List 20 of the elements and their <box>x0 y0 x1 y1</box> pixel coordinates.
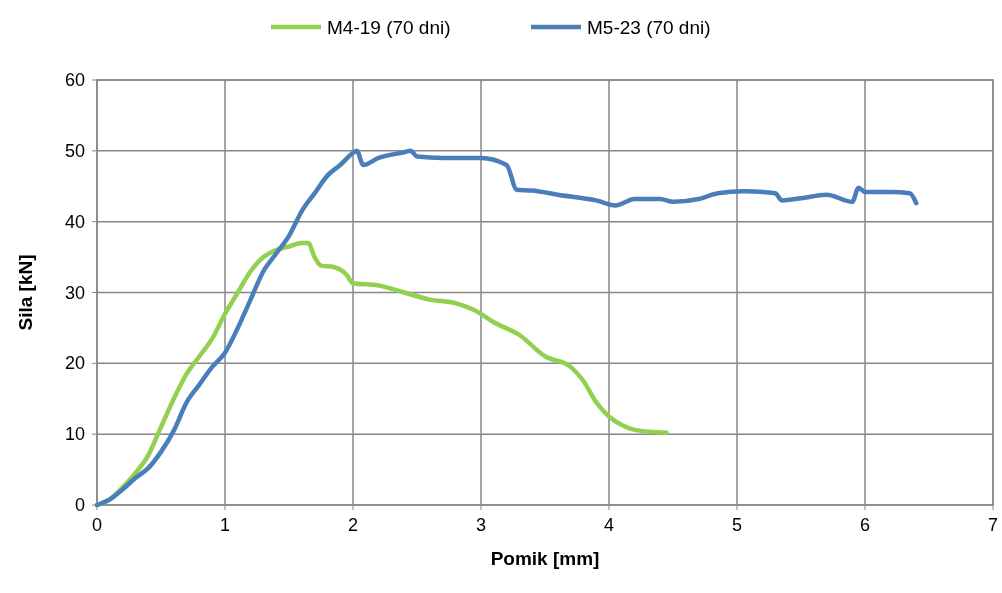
line-series <box>94 148 919 508</box>
x-tick-label: 1 <box>219 515 231 535</box>
x-tick-label: 6 <box>859 515 871 535</box>
x-tick-label: 7 <box>987 515 999 535</box>
x-tick-label: 4 <box>603 515 615 535</box>
y-tick-label: 30 <box>64 282 85 303</box>
x-tick-label: 0 <box>91 515 103 535</box>
y-tick-label: 20 <box>64 353 85 374</box>
x-axis-title: Pomik [mm] <box>490 548 600 569</box>
y-tick-label: 10 <box>64 424 85 445</box>
y-tick-label: 50 <box>64 140 85 161</box>
legend-label: M4-19 (70 dni) <box>327 17 451 38</box>
y-tick-label: 60 <box>64 70 85 90</box>
y-tick-label: 0 <box>74 495 85 515</box>
x-tick-label: 5 <box>731 515 743 535</box>
legend-label: M5-23 (70 dni) <box>587 17 711 38</box>
x-tick-label: 2 <box>347 515 359 535</box>
x-tick-label: 3 <box>475 515 487 535</box>
y-tick-label: 40 <box>64 211 85 232</box>
y-axis-title: Sila [kN] <box>15 254 36 331</box>
